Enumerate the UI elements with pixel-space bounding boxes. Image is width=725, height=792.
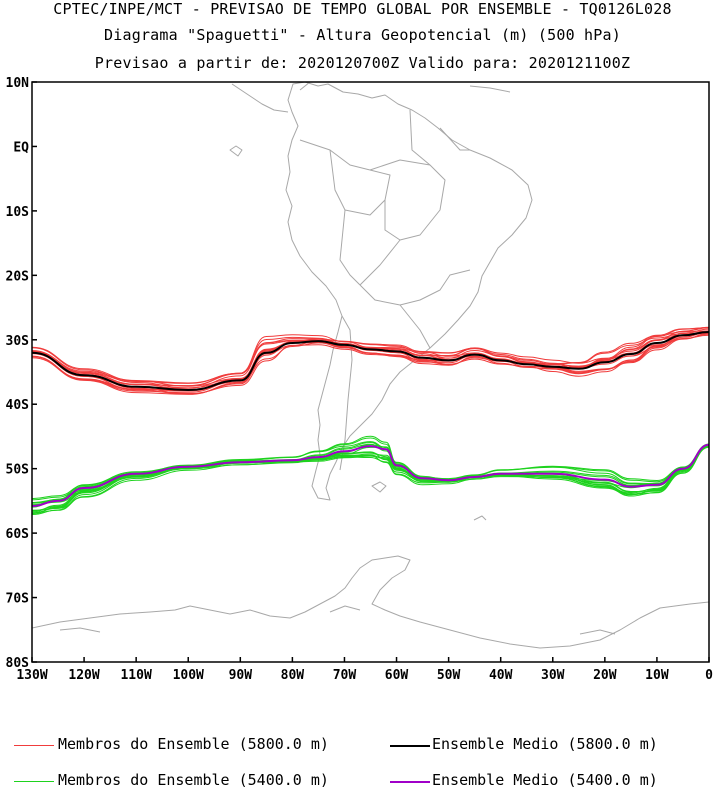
- border-line: [299, 139, 371, 171]
- title-line-3: Previsao a partir de: 2020120700Z Valido…: [94, 54, 631, 72]
- border-line: [329, 605, 361, 613]
- lat-tick-label: 60S: [6, 527, 30, 542]
- border-line: [329, 149, 391, 216]
- lon-tick-label: 110W: [120, 668, 151, 683]
- member-line-5800: [32, 326, 709, 387]
- antarctica-coastline: [32, 555, 709, 649]
- legend-label-mean-5400: Ensemble Medio (5400.0 m): [432, 771, 658, 789]
- legend-label-mean-5800: Ensemble Medio (5800.0 m): [432, 735, 658, 753]
- legend-swatch-members-5400: [14, 781, 54, 782]
- ensemble-mean-line-5400: [32, 443, 709, 507]
- member-line-5400: [32, 446, 709, 511]
- lon-tick-label: 60W: [385, 668, 409, 683]
- border-line: [339, 209, 361, 286]
- south-america-coastline: [285, 82, 533, 501]
- border-line: [439, 127, 470, 151]
- ensemble-mean-line-5800: [32, 331, 709, 392]
- lat-tick-label: 70S: [6, 592, 30, 607]
- border-line: [469, 85, 511, 93]
- border-line: [229, 145, 243, 157]
- border-line: [579, 629, 616, 635]
- lon-tick-label: 50W: [437, 668, 461, 683]
- member-line-5800: [32, 327, 709, 384]
- lat-tick-label: 80S: [6, 656, 30, 671]
- lat-tick-label: 10N: [6, 76, 30, 91]
- lat-tick-label: EQ: [13, 140, 29, 155]
- member-line-5800: [32, 327, 709, 387]
- border-line: [371, 481, 387, 493]
- member-line-5800: [32, 327, 709, 384]
- border-line: [299, 82, 311, 91]
- lon-tick-label: 0: [705, 668, 713, 683]
- ensemble-mean-group: [32, 331, 709, 507]
- lon-tick-label: 20W: [593, 668, 617, 683]
- plot-frame: [31, 81, 710, 663]
- border-line: [369, 159, 446, 241]
- lon-tick-label: 10W: [645, 668, 669, 683]
- border-line: [359, 239, 401, 286]
- legend-label-members-5400: Membros do Ensemble (5400.0 m): [58, 771, 329, 789]
- legend-swatch-mean-5800: [390, 745, 430, 747]
- border-line: [399, 304, 431, 349]
- member-line-5800: [32, 334, 709, 395]
- border-line: [59, 627, 101, 633]
- lat-tick-label: 20S: [6, 269, 30, 284]
- member-line-5800: [32, 330, 709, 391]
- border-line: [231, 83, 289, 113]
- border-line: [409, 109, 431, 166]
- lat-tick-label: 50S: [6, 463, 30, 478]
- lon-tick-label: 130W: [16, 668, 47, 683]
- legend-swatch-mean-5400: [390, 781, 430, 783]
- title-line-1: CPTEC/INPE/MCT - PREVISAO DE TEMPO GLOBA…: [53, 0, 672, 18]
- border-line: [359, 269, 471, 306]
- coastline-layer: [32, 82, 709, 649]
- lon-tick-label: 30W: [541, 668, 565, 683]
- lon-tick-label: 80W: [281, 668, 305, 683]
- legend-swatch-members-5800: [14, 745, 54, 746]
- legend-label-members-5800: Membros do Ensemble (5800.0 m): [58, 735, 329, 753]
- members-5800-group: [32, 326, 709, 395]
- lat-tick-label: 10S: [6, 205, 30, 220]
- members-5400-group: [32, 435, 709, 515]
- lat-tick-label: 40S: [6, 398, 30, 413]
- lon-tick-label: 100W: [173, 668, 204, 683]
- lat-tick-label: 30S: [6, 334, 30, 349]
- lon-tick-label: 90W: [229, 668, 253, 683]
- title-line-2: Diagrama "Spaguetti" - Altura Geopotenci…: [104, 26, 621, 44]
- lon-tick-label: 120W: [68, 668, 99, 683]
- border-line: [473, 515, 487, 521]
- lon-tick-label: 40W: [489, 668, 513, 683]
- lon-tick-label: 70W: [333, 668, 357, 683]
